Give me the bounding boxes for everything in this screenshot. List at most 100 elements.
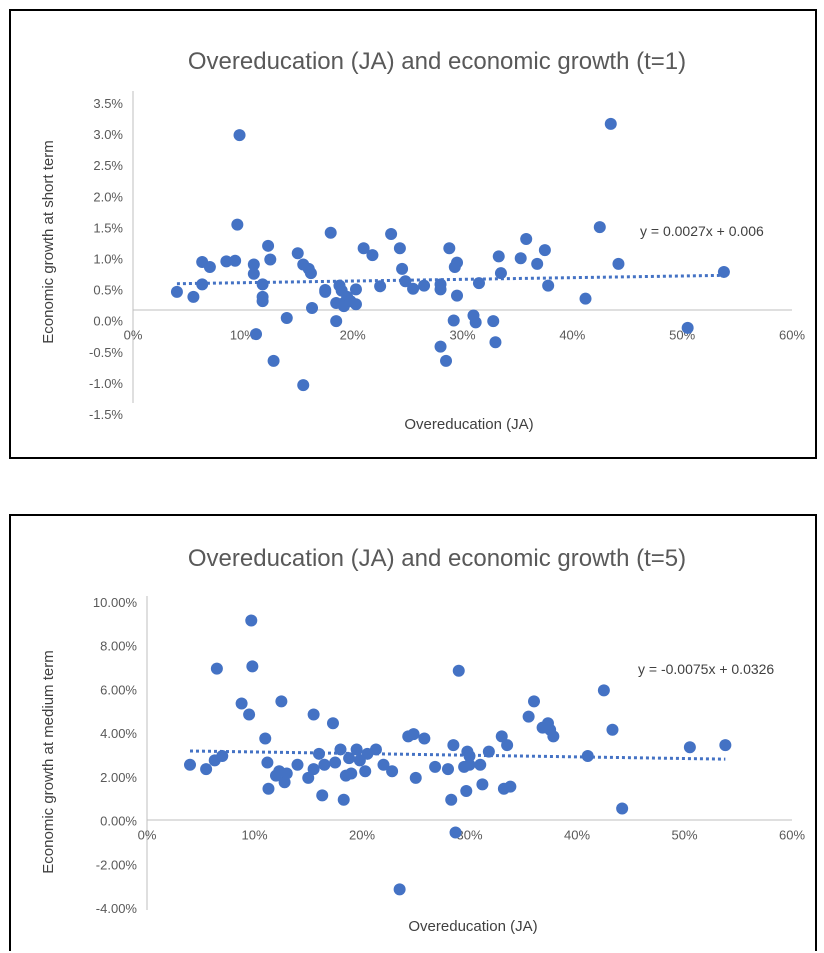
y-tick-label: -1.5% bbox=[89, 407, 123, 422]
y-tick-label: 8.00% bbox=[100, 639, 137, 654]
data-point bbox=[210, 662, 223, 675]
data-point bbox=[318, 758, 331, 771]
data-point bbox=[520, 232, 533, 245]
data-point bbox=[449, 826, 462, 839]
data-point bbox=[357, 242, 370, 255]
data-point bbox=[359, 765, 372, 778]
y-tick-label: 4.00% bbox=[100, 726, 137, 741]
chart-title: Overeducation (JA) and economic growth (… bbox=[188, 545, 686, 572]
x-tick-label: 0% bbox=[138, 828, 157, 843]
data-point bbox=[434, 283, 447, 296]
y-tick-label: -2.00% bbox=[96, 857, 138, 872]
data-point bbox=[262, 782, 275, 795]
data-point bbox=[463, 750, 476, 762]
data-point bbox=[262, 239, 275, 252]
y-tick-label: 2.00% bbox=[100, 770, 137, 785]
data-point bbox=[307, 763, 320, 776]
data-point bbox=[474, 758, 487, 771]
data-point bbox=[504, 780, 517, 793]
data-point bbox=[291, 758, 304, 771]
data-point bbox=[407, 728, 420, 741]
y-tick-label: 0.5% bbox=[93, 283, 123, 298]
data-point bbox=[187, 290, 200, 303]
data-point bbox=[514, 252, 527, 265]
data-point bbox=[494, 267, 507, 280]
data-point bbox=[482, 745, 495, 758]
x-tick-label: 20% bbox=[340, 328, 366, 343]
y-tick-label: 6.00% bbox=[100, 682, 137, 697]
data-point bbox=[220, 255, 233, 268]
data-point bbox=[407, 282, 420, 295]
data-point bbox=[319, 283, 332, 296]
data-point bbox=[604, 117, 617, 130]
data-point bbox=[593, 221, 606, 234]
data-point bbox=[216, 750, 229, 762]
data-point bbox=[275, 695, 288, 708]
data-point bbox=[203, 260, 216, 273]
data-point bbox=[606, 723, 619, 736]
data-point bbox=[547, 730, 560, 743]
chart-panel-short-term: Overeducation (JA) and economic growth (… bbox=[9, 9, 817, 459]
data-point bbox=[393, 242, 406, 255]
data-point bbox=[472, 277, 485, 290]
data-point bbox=[170, 285, 183, 298]
data-point bbox=[612, 257, 625, 270]
data-point bbox=[451, 256, 464, 269]
data-point bbox=[451, 289, 464, 302]
data-point bbox=[184, 758, 196, 771]
data-point bbox=[326, 717, 339, 730]
data-point bbox=[256, 295, 269, 308]
data-point bbox=[476, 778, 489, 791]
data-point bbox=[386, 765, 399, 778]
data-point bbox=[345, 767, 358, 780]
data-point bbox=[313, 747, 325, 760]
data-point bbox=[719, 739, 732, 752]
data-point bbox=[418, 732, 431, 745]
data-point bbox=[306, 302, 319, 315]
y-tick-label: 2.0% bbox=[93, 189, 123, 204]
y-tick-label: -0.5% bbox=[89, 345, 123, 360]
data-point bbox=[442, 763, 454, 776]
data-point bbox=[469, 316, 482, 329]
data-point bbox=[445, 793, 458, 806]
data-point bbox=[247, 267, 260, 280]
data-point bbox=[343, 752, 356, 765]
data-point bbox=[256, 278, 269, 291]
data-point bbox=[349, 283, 362, 296]
x-tick-label: 0% bbox=[124, 328, 143, 343]
data-point bbox=[489, 336, 502, 349]
data-point bbox=[443, 242, 456, 255]
data-point bbox=[329, 756, 342, 769]
chart-title: Overeducation (JA) and economic growth (… bbox=[188, 48, 686, 75]
data-point bbox=[385, 227, 398, 240]
data-point bbox=[597, 684, 610, 697]
y-axis-label: Economic growth at short term bbox=[40, 140, 57, 343]
x-axis-label: Overeducation (JA) bbox=[404, 416, 533, 433]
data-point bbox=[399, 275, 412, 288]
trendline bbox=[189, 749, 726, 761]
data-point bbox=[264, 253, 277, 266]
x-tick-label: 30% bbox=[449, 328, 475, 343]
data-point bbox=[245, 614, 258, 627]
data-point bbox=[307, 708, 320, 721]
y-tick-label: 1.0% bbox=[93, 252, 123, 267]
x-tick-label: 50% bbox=[671, 828, 697, 843]
data-point bbox=[330, 315, 343, 328]
data-point bbox=[531, 257, 544, 270]
data-point bbox=[579, 292, 592, 305]
y-tick-label: 0.0% bbox=[93, 314, 123, 329]
data-point bbox=[495, 730, 508, 743]
data-point bbox=[492, 250, 505, 263]
data-point bbox=[581, 750, 594, 762]
data-point bbox=[374, 280, 387, 293]
data-point bbox=[429, 760, 442, 773]
y-tick-label: 3.5% bbox=[93, 96, 123, 111]
data-point bbox=[280, 767, 293, 780]
x-tick-label: 10% bbox=[241, 828, 267, 843]
data-point bbox=[337, 793, 350, 806]
data-point bbox=[447, 739, 460, 752]
data-point bbox=[291, 247, 304, 260]
data-point bbox=[261, 756, 274, 769]
data-point bbox=[324, 226, 337, 239]
y-tick-label: 3.0% bbox=[93, 127, 123, 142]
